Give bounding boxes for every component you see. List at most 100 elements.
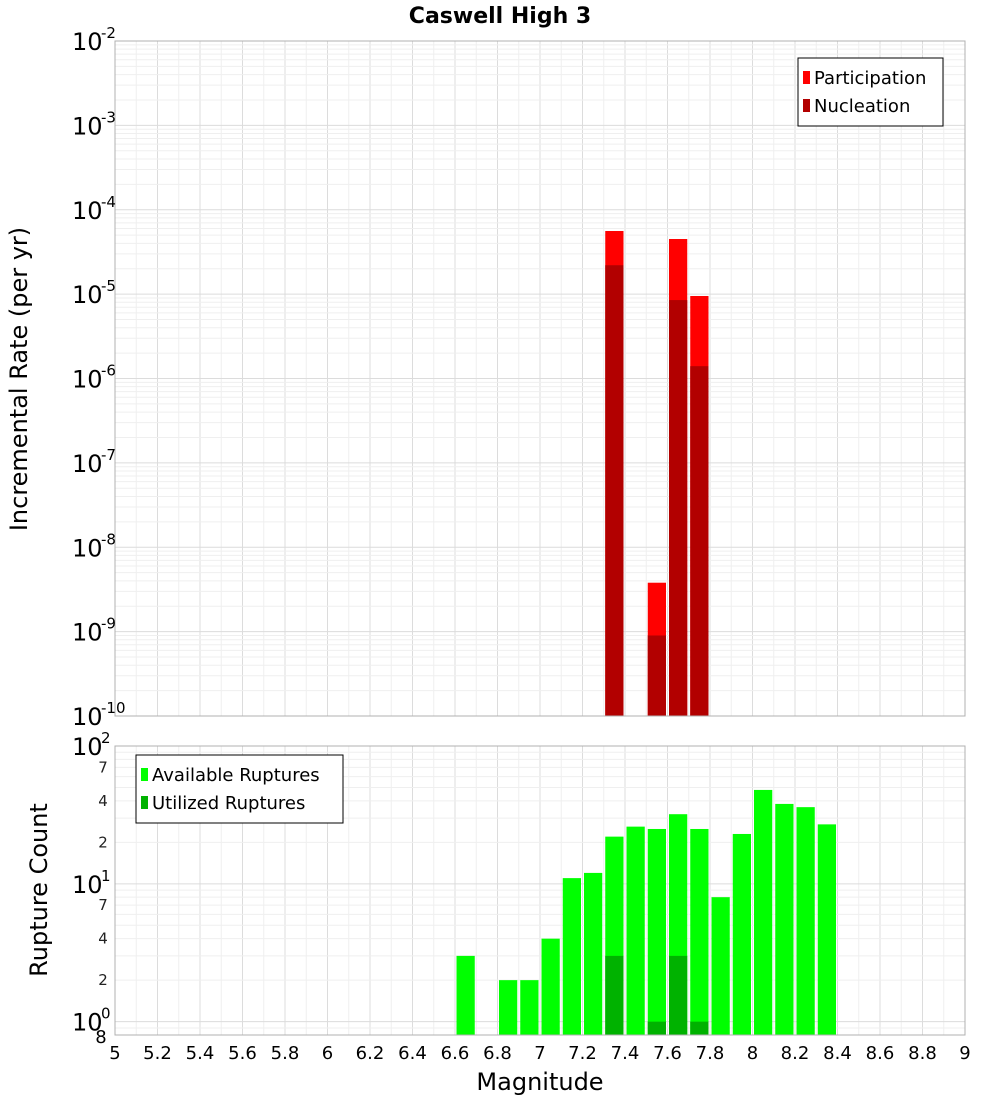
x-tick-label: 8 — [747, 1043, 758, 1064]
x-tick-label: 7 — [534, 1043, 545, 1064]
bar-utilized-ruptures — [605, 955, 624, 1035]
rate-chart-legend[interactable]: Participation Nucleation — [797, 57, 944, 127]
y-tick-exponent: 0 — [101, 1005, 111, 1023]
legend-swatch — [141, 768, 148, 781]
x-tick-label: 7.2 — [568, 1043, 597, 1064]
x-tick-label: 6.4 — [398, 1043, 427, 1064]
rate-chart-bars — [605, 230, 709, 716]
x-tick-label: 7.8 — [696, 1043, 725, 1064]
y-tick-label: 10 — [72, 534, 103, 562]
bar-available-ruptures — [775, 803, 794, 1035]
legend-swatch — [141, 796, 148, 809]
legend-swatch — [803, 71, 810, 84]
y-tick-label: 10 — [72, 450, 103, 478]
x-tick-label: 5.2 — [143, 1043, 172, 1064]
x-axis-ticks: 5 5.2 5.4 5.6 5.8 6 6.2 6.4 6.6 6.8 7 7.2 7.4 7.6 7.8 8… — [109, 1043, 970, 1064]
y-tick-label: 10 — [72, 1009, 103, 1037]
count-chart-y-label: Rupture Count — [25, 803, 53, 977]
x-tick-label: 7.4 — [611, 1043, 640, 1064]
y-minor-tick-label: 4 — [98, 792, 108, 810]
x-tick-label: 6 — [322, 1043, 333, 1064]
x-tick-label: 5.4 — [186, 1043, 215, 1064]
x-tick-label: 6.8 — [483, 1043, 512, 1064]
bar-available-ruptures — [499, 980, 518, 1035]
x-tick-label: 5.6 — [228, 1043, 257, 1064]
x-tick-label: 6.2 — [356, 1043, 385, 1064]
bar-available-ruptures — [796, 807, 815, 1035]
legend-box — [135, 754, 344, 824]
y-tick-label: 10 — [72, 733, 103, 761]
x-tick-label: 9 — [959, 1043, 970, 1064]
x-tick-label: 8.4 — [823, 1043, 852, 1064]
bar-utilized-ruptures — [690, 1021, 709, 1035]
x-axis-label: Magnitude — [476, 1068, 603, 1096]
y-tick-exponent: -10 — [101, 699, 126, 717]
legend-swatch — [803, 99, 810, 112]
bar-available-ruptures — [584, 872, 603, 1035]
y-minor-tick-label: 2 — [98, 833, 108, 851]
y-tick-label: 10 — [72, 871, 103, 899]
y-tick-exponent: -2 — [101, 24, 116, 42]
x-tick-label: 5.8 — [271, 1043, 300, 1064]
y-tick-label: 10 — [72, 112, 103, 140]
bar-available-ruptures — [647, 828, 666, 1035]
y-minor-tick-label: 2 — [98, 971, 108, 989]
y-tick-exponent: -7 — [101, 446, 116, 464]
bar-available-ruptures — [711, 897, 730, 1035]
bar-nucleation — [669, 300, 688, 716]
x-tick-label: 7.6 — [653, 1043, 682, 1064]
y-tick-label: 10 — [72, 703, 103, 731]
count-chart-legend[interactable]: Available Ruptures Utilized Ruptures — [135, 754, 344, 824]
chart-title: Caswell High 3 — [409, 4, 591, 29]
legend-entry-label: Participation — [814, 68, 926, 89]
bar-nucleation — [690, 366, 709, 716]
bar-available-ruptures — [520, 980, 539, 1035]
y-bottom-tick-label: 8 — [95, 1027, 106, 1048]
y-tick-label: 10 — [72, 366, 103, 394]
y-tick-exponent: -5 — [101, 277, 116, 295]
bar-available-ruptures — [562, 878, 581, 1035]
bar-available-ruptures — [541, 938, 560, 1035]
rate-chart-grid — [114, 40, 966, 717]
legend-entry-label: Available Ruptures — [152, 765, 320, 786]
legend-entry-label: Utilized Ruptures — [152, 793, 305, 814]
rate-chart-frame — [114, 40, 966, 717]
bar-available-ruptures — [732, 833, 751, 1035]
legend-box — [797, 57, 944, 127]
legend-entry-label: Nucleation — [814, 96, 910, 117]
bar-available-ruptures — [817, 824, 836, 1035]
x-tick-label: 5 — [109, 1043, 120, 1064]
x-tick-label: 8.8 — [908, 1043, 937, 1064]
bar-nucleation — [605, 265, 624, 716]
y-minor-tick-label: 7 — [98, 758, 108, 776]
y-minor-tick-label: 4 — [98, 930, 108, 948]
y-tick-exponent: 2 — [101, 729, 111, 747]
y-tick-label: 10 — [72, 281, 103, 309]
bar-available-ruptures — [754, 789, 773, 1035]
y-tick-exponent: -8 — [101, 530, 116, 548]
bar-utilized-ruptures — [647, 1021, 666, 1035]
y-tick-exponent: -3 — [101, 108, 116, 126]
bar-utilized-ruptures — [669, 955, 688, 1035]
y-tick-label: 10 — [72, 619, 103, 647]
bar-available-ruptures — [456, 955, 475, 1035]
y-tick-exponent: -6 — [101, 362, 116, 380]
x-tick-label: 8.2 — [781, 1043, 810, 1064]
bar-available-ruptures — [626, 826, 645, 1035]
count-chart-bars — [456, 789, 836, 1035]
bar-available-ruptures — [690, 828, 709, 1035]
count-chart-frame — [114, 745, 966, 1036]
y-tick-label: 10 — [72, 28, 103, 56]
y-tick-exponent: 1 — [101, 867, 111, 885]
y-tick-exponent: -4 — [101, 193, 116, 211]
y-tick-exponent: -9 — [101, 615, 116, 633]
bar-nucleation — [647, 635, 666, 716]
x-tick-label: 6.6 — [441, 1043, 470, 1064]
y-minor-tick-label: 7 — [98, 896, 108, 914]
x-tick-label: 8.6 — [866, 1043, 895, 1064]
rate-chart-y-label: Incremental Rate (per yr) — [5, 227, 33, 531]
y-tick-label: 10 — [72, 197, 103, 225]
